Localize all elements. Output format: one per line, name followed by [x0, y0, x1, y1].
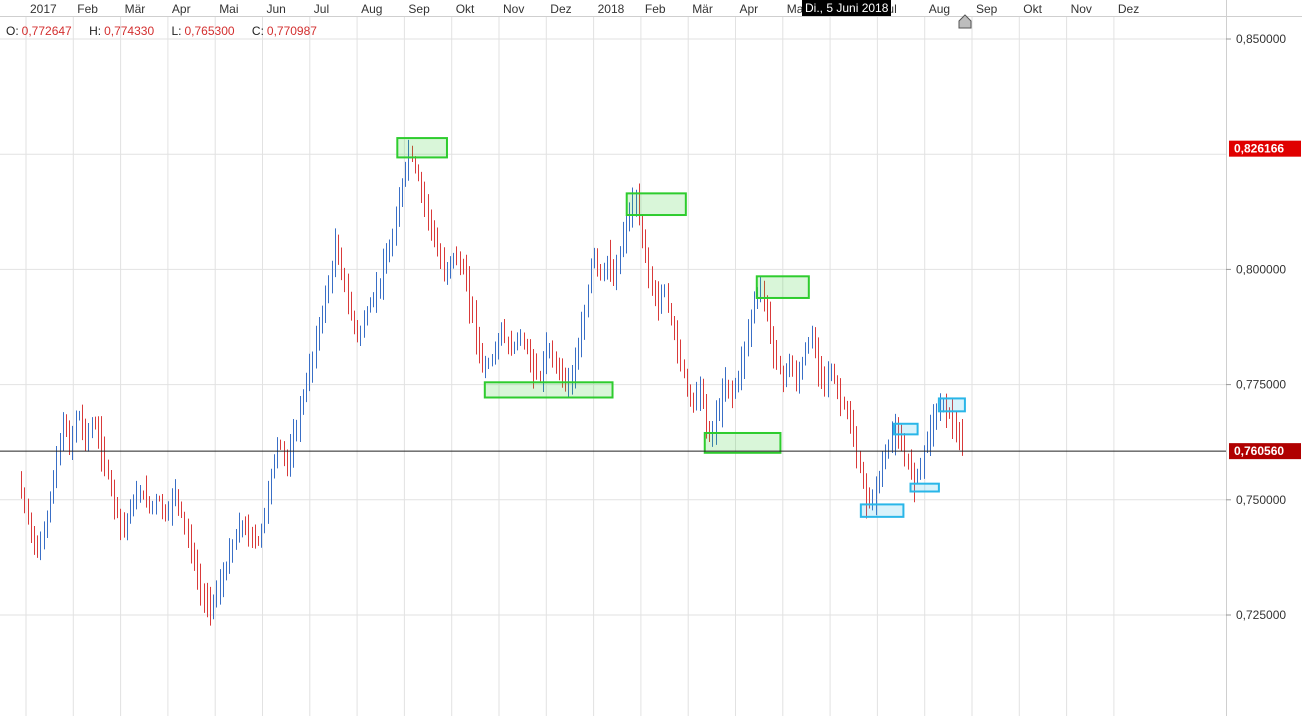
resistance-zone — [892, 422, 919, 436]
x-tick-label: Mai — [219, 2, 238, 16]
open-value: 0,772647 — [21, 24, 72, 38]
support-zone — [859, 503, 905, 518]
x-tick-label: Okt — [456, 2, 475, 16]
last-high-price-badge-bg — [1229, 140, 1301, 157]
grid — [0, 16, 1226, 716]
current-price-badge: 0,760560 — [1234, 444, 1284, 458]
x-tick-label: Okt — [1023, 2, 1042, 16]
crosshair-date-label: Di., 5 Juni 2018 — [802, 0, 892, 16]
x-tick-label: Feb — [77, 2, 98, 16]
x-tick-label: 2018 — [598, 2, 625, 16]
x-tick-label: Mai — [787, 2, 806, 16]
x-tick-label: Mär — [125, 2, 146, 16]
resistance-zone — [396, 137, 448, 159]
x-tick-label: Dez — [550, 2, 571, 16]
resistance-zone — [625, 192, 687, 217]
x-tick-label: Jul — [314, 2, 329, 16]
y-tick-label: 0,850000 — [1236, 32, 1286, 46]
y-tick-label: 0,775000 — [1236, 378, 1286, 392]
support-zone — [703, 431, 782, 454]
x-tick-label: Jun — [267, 2, 286, 16]
close-label: C: — [251, 24, 264, 38]
x-tick-label: Aug — [361, 2, 382, 16]
resistance-zone — [755, 275, 810, 299]
scroll-marker-icon[interactable] — [957, 14, 973, 30]
support-zone — [483, 381, 614, 399]
y-tick-label: 0,800000 — [1236, 262, 1286, 276]
resistance-zone — [937, 397, 966, 413]
current-price-badge-bg — [1229, 443, 1301, 460]
x-tick-label: Mär — [692, 2, 713, 16]
x-tick-label: 2017 — [30, 2, 57, 16]
support-zone — [909, 482, 940, 493]
open-label: O: — [6, 24, 19, 38]
close-value: 0,770987 — [266, 24, 317, 38]
x-tick-label: Dez — [1118, 2, 1139, 16]
x-tick-label: Sep — [408, 2, 430, 16]
y-tick-label: 0,725000 — [1236, 608, 1286, 622]
ohlc-readout: O: 0,772647 H: 0,774330 L: 0,765300 C: 0,770… — [6, 24, 331, 38]
last-high-price-badge: 0,826166 — [1234, 142, 1284, 156]
x-tick-label: Feb — [645, 2, 666, 16]
x-tick-label: Nov — [503, 2, 524, 16]
high-label: H: — [89, 24, 102, 38]
high-value: 0,774330 — [104, 24, 155, 38]
x-tick-label: Aug — [929, 2, 950, 16]
x-tick-label: Nov — [1071, 2, 1092, 16]
low-value: 0,765300 — [184, 24, 235, 38]
low-label: L: — [171, 24, 182, 38]
y-tick-label: 0,750000 — [1236, 493, 1286, 507]
price-bars — [21, 139, 963, 626]
x-tick-label: Apr — [740, 2, 759, 16]
x-tick-label: Apr — [172, 2, 191, 16]
support-resistance-zones — [396, 137, 966, 518]
x-tick-label: Sep — [976, 2, 998, 16]
